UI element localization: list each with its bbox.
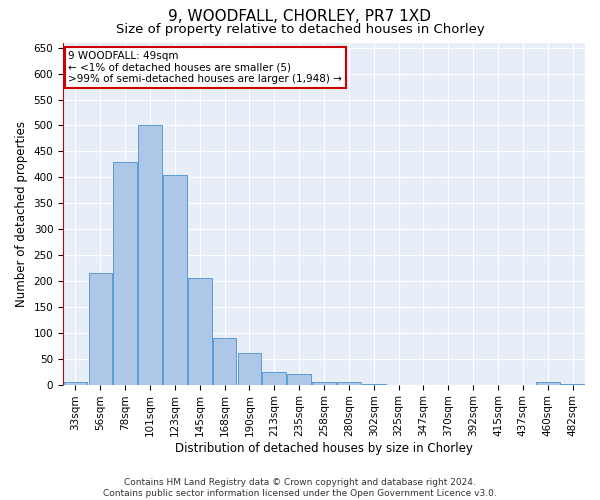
Bar — [188, 278, 212, 384]
Text: Size of property relative to detached houses in Chorley: Size of property relative to detached ho… — [116, 22, 484, 36]
Bar — [238, 354, 261, 384]
Bar — [138, 126, 162, 384]
Bar — [337, 382, 361, 384]
Text: Contains HM Land Registry data © Crown copyright and database right 2024.
Contai: Contains HM Land Registry data © Crown c… — [103, 478, 497, 498]
Bar — [64, 382, 87, 384]
Bar — [312, 382, 336, 384]
Bar — [262, 372, 286, 384]
Bar — [163, 174, 187, 384]
Bar — [89, 273, 112, 384]
Bar — [113, 162, 137, 384]
Bar — [213, 338, 236, 384]
Y-axis label: Number of detached properties: Number of detached properties — [15, 120, 28, 306]
Text: 9 WOODFALL: 49sqm
← <1% of detached houses are smaller (5)
>99% of semi-detached: 9 WOODFALL: 49sqm ← <1% of detached hous… — [68, 51, 342, 84]
X-axis label: Distribution of detached houses by size in Chorley: Distribution of detached houses by size … — [175, 442, 473, 455]
Text: 9, WOODFALL, CHORLEY, PR7 1XD: 9, WOODFALL, CHORLEY, PR7 1XD — [169, 9, 431, 24]
Bar — [287, 374, 311, 384]
Bar — [536, 382, 560, 384]
